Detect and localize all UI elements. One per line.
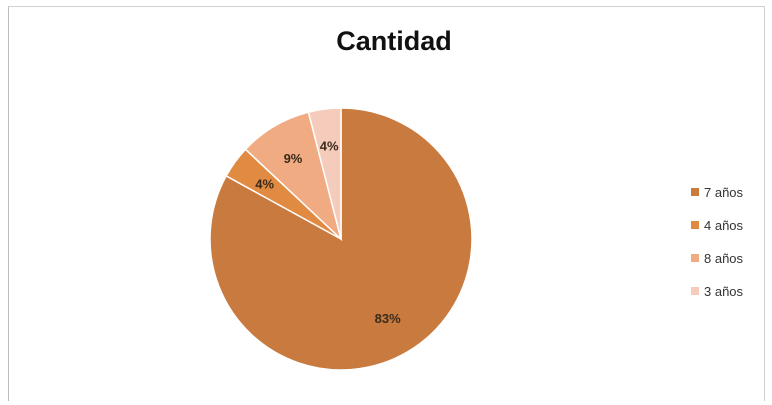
legend: 7 años 4 años 8 años 3 años xyxy=(691,182,743,314)
legend-item-8-anos: 8 años xyxy=(691,248,743,268)
slice-label-4-anos: 4% xyxy=(255,177,274,192)
legend-label: 7 años xyxy=(704,184,744,200)
legend-label: 3 años xyxy=(704,283,744,299)
legend-item-3-anos: 3 años xyxy=(691,281,743,301)
slice-label-7-anos: 83% xyxy=(375,311,401,326)
slice-label-3-anos: 4% xyxy=(320,138,339,153)
slice-label-8-anos: 9% xyxy=(284,151,303,166)
legend-swatch xyxy=(691,221,699,229)
legend-swatch xyxy=(691,287,699,295)
legend-label: 8 años xyxy=(704,250,744,266)
legend-item-7-anos: 7 años xyxy=(691,182,743,202)
legend-swatch xyxy=(691,254,699,262)
legend-label: 4 años xyxy=(704,217,744,233)
pie-slice-3-anos xyxy=(307,107,342,240)
legend-item-4-anos: 4 años xyxy=(691,215,743,235)
chart-title: Cantidad xyxy=(336,26,452,56)
pie-slice-7-anos xyxy=(209,107,473,371)
legend-swatch xyxy=(691,188,699,196)
